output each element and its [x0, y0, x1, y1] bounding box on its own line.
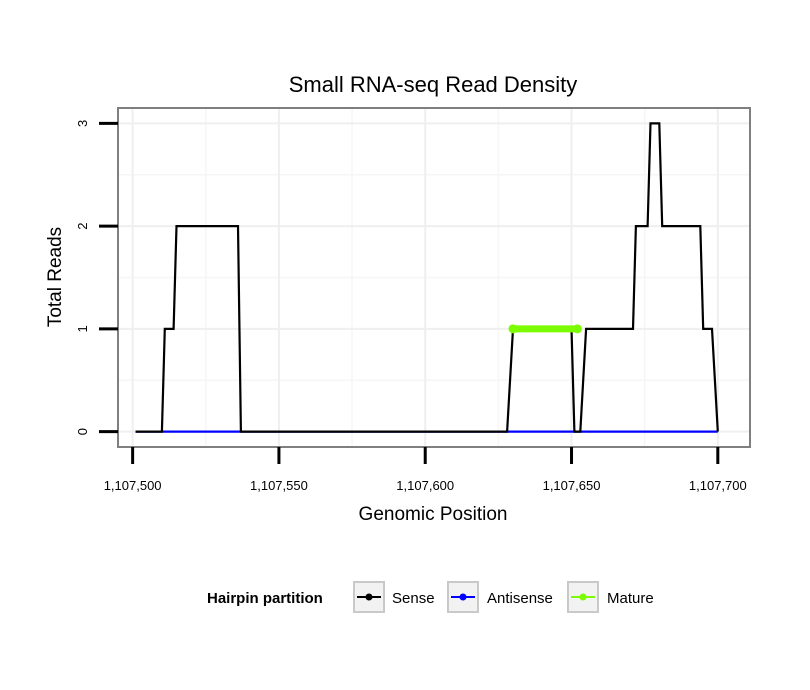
x-tick-label-1: 1,107,550 — [250, 478, 308, 493]
chart-title: Small RNA-seq Read Density — [289, 72, 578, 97]
legend: Hairpin partition Sense Antisense Mature — [207, 581, 654, 613]
y-tick-label-1: 1 — [75, 325, 90, 332]
x-tick-label-4: 1,107,700 — [689, 478, 747, 493]
plot-border — [117, 107, 751, 448]
x-axis-title: Genomic Position — [359, 504, 508, 525]
series-layer — [135, 122, 719, 433]
legend-label-antisense: Antisense — [487, 590, 553, 607]
x-tick-label-2: 1,107,600 — [396, 478, 454, 493]
legend-dot-antisense — [459, 593, 467, 601]
legend-title: Hairpin partition — [207, 590, 323, 607]
legend-label-sense: Sense — [392, 590, 435, 607]
x-tick-label-3: 1,107,650 — [543, 478, 601, 493]
y-tick-label-3: 3 — [75, 120, 90, 127]
x-axis: 1,107,500 1,107,550 1,107,600 1,107,650 1,10… — [104, 447, 747, 493]
legend-item-antisense: Antisense — [447, 581, 553, 613]
y-axis-title: Total Reads — [45, 227, 66, 327]
x-tick-label-0: 1,107,500 — [104, 478, 162, 493]
legend-dot-mature — [579, 593, 587, 601]
legend-dot-sense — [365, 593, 373, 601]
y-tick-label-0: 0 — [75, 428, 90, 435]
series-point-mature-1 — [572, 324, 582, 334]
series-line-sense — [135, 122, 719, 433]
series-point-mature-0 — [508, 324, 518, 334]
legend-label-mature: Mature — [607, 590, 654, 607]
legend-item-sense: Sense — [353, 581, 435, 613]
legend-item-mature: Mature — [567, 581, 654, 613]
y-axis: 0 1 2 3 — [75, 120, 118, 435]
y-tick-label-2: 2 — [75, 222, 90, 229]
